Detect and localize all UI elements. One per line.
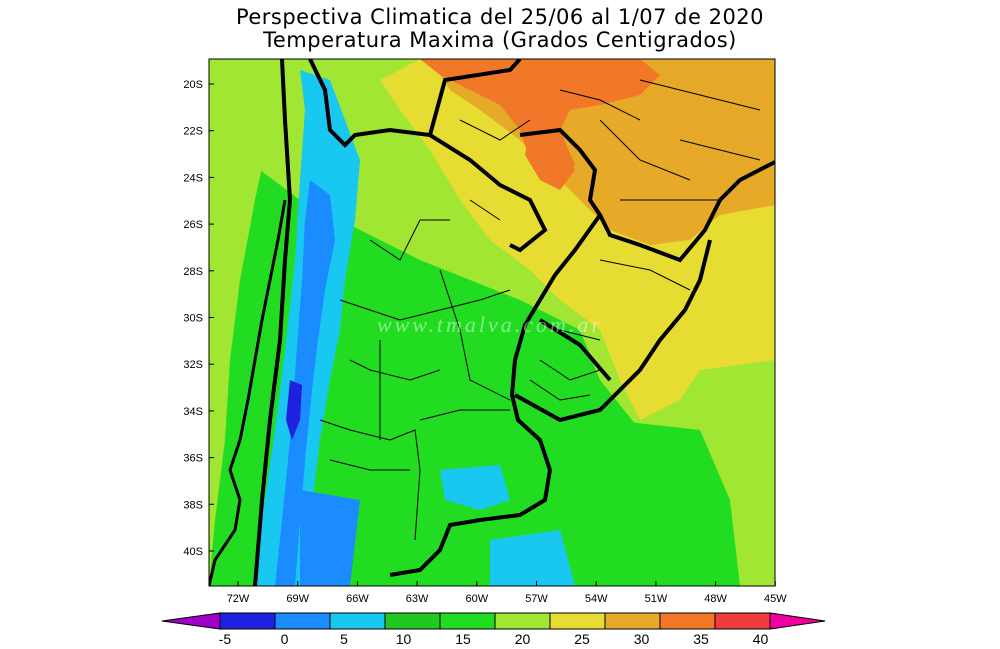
colorbar-segment — [714, 612, 771, 630]
latitude-axis: 20S 22S 24S 26S 28S 30S 32S 34S 36S 38S 40S — [183, 79, 214, 558]
map-frame — [208, 58, 776, 587]
lat-tick-label: 26S — [183, 219, 203, 231]
longitude-axis: 72W 69W 66W 63W 60W 57W 54W 51W 48W 45W — [227, 581, 787, 605]
map-title: Perspectiva Climatica del 25/06 al 1/07 … — [235, 5, 765, 29]
lon-tick-label: 54W — [585, 593, 608, 605]
colorbar-segment — [384, 612, 441, 630]
lat-tick-label: 22S — [183, 126, 203, 138]
colorbar-label: 25 — [574, 631, 590, 647]
colorbar-segment — [329, 612, 386, 630]
colorbar-segment — [549, 612, 606, 630]
lat-tick-label: 34S — [183, 406, 203, 418]
colorbar-label: 40 — [753, 631, 769, 647]
colorbar-max-arrow — [769, 612, 826, 630]
temperature-field — [209, 59, 775, 586]
colorbar-label: -5 — [219, 631, 232, 647]
boundaries — [209, 59, 775, 586]
lat-tick-label: 24S — [183, 172, 203, 184]
colorbar-label: 10 — [396, 631, 412, 647]
lon-tick-label: 57W — [525, 593, 548, 605]
lat-tick-label: 38S — [183, 499, 203, 511]
colorbar-segment — [604, 612, 661, 630]
lat-tick-label: 20S — [183, 79, 203, 91]
lon-tick-label: 60W — [465, 593, 488, 605]
colorbar-segment — [219, 612, 276, 630]
lat-tick-label: 28S — [183, 266, 203, 278]
colorbar-label: 0 — [281, 631, 289, 647]
lat-tick-label: 32S — [183, 359, 203, 371]
lon-tick-label: 72W — [227, 593, 250, 605]
lon-tick-label: 51W — [645, 593, 668, 605]
colorbar-segment — [274, 612, 331, 630]
colorbar-segment — [439, 612, 496, 630]
colorbar-segment — [659, 612, 716, 630]
lat-tick-label: 40S — [183, 546, 203, 558]
watermark: www.tmalva.com.ar — [377, 312, 603, 337]
colorbar: -5 0 5 10 15 20 25 30 35 40 — [161, 612, 826, 647]
colorbar-label: 5 — [340, 631, 348, 647]
lat-tick-label: 30S — [183, 313, 203, 325]
colorbar-label: 30 — [634, 631, 650, 647]
lon-tick-label: 69W — [286, 593, 309, 605]
lon-tick-label: 63W — [406, 593, 429, 605]
colorbar-segment — [494, 612, 551, 630]
colorbar-label: 20 — [515, 631, 531, 647]
colorbar-label: 15 — [455, 631, 471, 647]
lon-tick-label: 66W — [346, 593, 369, 605]
colorbar-label: 35 — [693, 631, 709, 647]
lon-tick-label: 48W — [704, 593, 727, 605]
lat-tick-label: 36S — [183, 453, 203, 465]
colorbar-min-arrow — [161, 612, 221, 630]
map-subtitle: Temperatura Maxima (Grados Centigrados) — [263, 28, 737, 52]
lon-tick-label: 45W — [764, 593, 787, 605]
